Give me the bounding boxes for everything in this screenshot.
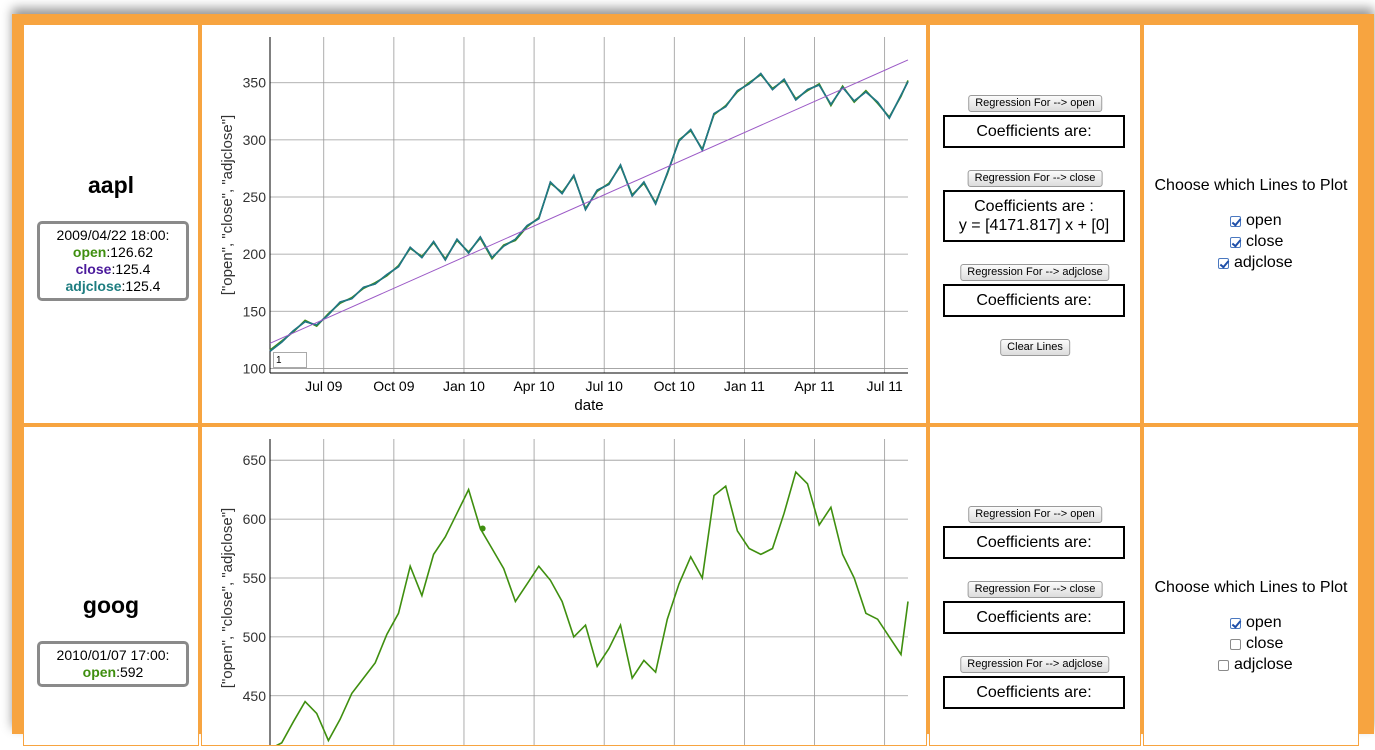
y-tick-label: 450 bbox=[243, 688, 267, 704]
checkbox-close-row[interactable]: close bbox=[1230, 233, 1283, 251]
regression-open-button[interactable]: Regression For --> open bbox=[968, 506, 1102, 523]
checkbox-open[interactable] bbox=[1230, 215, 1241, 227]
info-open-value: :592 bbox=[116, 664, 144, 680]
x-tick-label: Apr 10 bbox=[513, 378, 554, 394]
x-tick-label: Oct 10 bbox=[654, 378, 695, 394]
info-adjclose-value: :125.4 bbox=[121, 278, 161, 294]
y-tick-label: 250 bbox=[243, 189, 267, 205]
y-tick-label: 300 bbox=[243, 132, 267, 148]
choose-lines-title: Choose which Lines to Plot bbox=[1154, 579, 1348, 596]
line-select-cell-goog: Choose which Lines to Plot open close ad… bbox=[1143, 426, 1359, 746]
coefficients-close-line1: Coefficients are : bbox=[974, 198, 1094, 215]
y-tick-label: 500 bbox=[243, 629, 267, 645]
y-tick-label: 200 bbox=[243, 246, 267, 262]
regression-close-button[interactable]: Regression For --> close bbox=[967, 170, 1103, 187]
chart-range-input[interactable] bbox=[273, 352, 307, 368]
chart-cell-goog: 400450500550600650["open", "close", "adj… bbox=[201, 426, 927, 750]
ticker-cell-goog: goog 2010/01/07 17:00: open:592 bbox=[23, 426, 199, 746]
choose-lines-title: Choose which Lines to Plot bbox=[1154, 177, 1348, 194]
regression-cell-aapl: Regression For --> open Coefficients are… bbox=[929, 24, 1141, 424]
info-close-value: :125.4 bbox=[111, 261, 151, 277]
y-tick-label: 600 bbox=[243, 511, 267, 527]
checkbox-adjclose-label: adjclose bbox=[1234, 656, 1293, 673]
ticker-name: aapl bbox=[87, 172, 135, 198]
coefficients-close: Coefficients are : y = [4171.817] x + [0… bbox=[943, 190, 1125, 242]
coefficients-close-equation: y = [4171.817] x + [0] bbox=[958, 217, 1110, 234]
series-line-close bbox=[269, 72, 909, 352]
checkbox-close-label: close bbox=[1246, 635, 1284, 652]
y-tick-label: 150 bbox=[243, 303, 267, 319]
info-open-value: :126.62 bbox=[106, 244, 154, 260]
regression-close-button[interactable]: Regression For --> close bbox=[967, 581, 1103, 598]
ticker-cell-aapl: aapl 2009/04/22 18:00: open:126.62 close… bbox=[23, 24, 199, 424]
checkbox-open-label: open bbox=[1246, 614, 1282, 631]
aapl-price-chart[interactable]: 100 150 200 250 300 350 Jul 09 Oct 09 Jan 10 Apr … bbox=[202, 25, 926, 423]
x-tick-label: Oct 09 bbox=[373, 378, 414, 394]
info-open-label: open bbox=[82, 664, 117, 680]
info-adjclose-label: adjclose bbox=[65, 278, 122, 294]
regression-cell-goog: Regression For --> open Coefficients are… bbox=[929, 426, 1141, 746]
y-tick-label: 350 bbox=[243, 75, 267, 91]
checkbox-adjclose-label: adjclose bbox=[1234, 254, 1293, 271]
coefficients-close: Coefficients are: bbox=[943, 601, 1125, 634]
y-tick-label: 650 bbox=[243, 452, 267, 468]
series-line-open bbox=[269, 73, 909, 351]
coefficients-open: Coefficients are: bbox=[943, 115, 1125, 148]
x-tick-label: Jan 11 bbox=[724, 378, 765, 394]
checkbox-close-row[interactable]: close bbox=[1230, 635, 1283, 653]
checkbox-adjclose-row[interactable]: adjclose bbox=[1218, 254, 1293, 272]
checkbox-open-row[interactable]: open bbox=[1230, 212, 1282, 230]
info-close-label: close bbox=[75, 261, 112, 277]
chart-cell-aapl: 100 150 200 250 300 350 Jul 09 Oct 09 Jan 10 Apr … bbox=[201, 24, 927, 424]
checkbox-open-row[interactable]: open bbox=[1230, 614, 1282, 632]
checkbox-adjclose[interactable] bbox=[1218, 659, 1229, 671]
x-tick-label: Jul 09 bbox=[305, 378, 343, 394]
regression-open-button[interactable]: Regression For --> open bbox=[968, 95, 1102, 112]
y-tick-label: 550 bbox=[243, 570, 267, 586]
checkbox-open-label: open bbox=[1246, 212, 1282, 229]
regression-adjclose-button[interactable]: Regression For --> adjclose bbox=[960, 656, 1110, 673]
x-tick-label: Jul 10 bbox=[586, 378, 624, 394]
checkbox-close-label: close bbox=[1246, 233, 1284, 250]
checkbox-adjclose-row[interactable]: adjclose bbox=[1218, 656, 1293, 674]
checkbox-close[interactable] bbox=[1230, 638, 1241, 650]
info-date: 2010/01/07 17:00: bbox=[56, 647, 170, 663]
checkbox-open[interactable] bbox=[1230, 617, 1241, 629]
series-line-regression bbox=[269, 59, 909, 344]
goog-price-chart[interactable]: 400450500550600650["open", "close", "adj… bbox=[202, 427, 926, 750]
hover-point bbox=[479, 525, 486, 532]
series-line-open bbox=[269, 470, 909, 750]
series-line-adjclose bbox=[269, 72, 909, 352]
ticker-name: goog bbox=[82, 592, 140, 618]
x-tick-label: Jan 10 bbox=[443, 378, 485, 394]
y-tick-label: 100 bbox=[243, 360, 267, 376]
hover-info-box: 2009/04/22 18:00: open:126.62 close:125.… bbox=[37, 221, 189, 301]
y-axis-label: ["open", "close", "adjclose"] bbox=[219, 508, 236, 688]
checkbox-adjclose[interactable] bbox=[1218, 257, 1229, 269]
coefficients-open: Coefficients are: bbox=[943, 526, 1125, 559]
x-axis-label: date bbox=[574, 397, 603, 414]
x-tick-label: Apr 11 bbox=[794, 378, 834, 394]
info-open-label: open bbox=[72, 244, 107, 260]
clear-lines-button[interactable]: Clear Lines bbox=[1000, 339, 1070, 356]
regression-adjclose-button[interactable]: Regression For --> adjclose bbox=[960, 264, 1110, 281]
checkbox-close[interactable] bbox=[1230, 236, 1241, 248]
info-date: 2009/04/22 18:00: bbox=[56, 227, 170, 243]
y-axis-label: ["open", "close", "adjclose"] bbox=[219, 115, 236, 295]
coefficients-adjclose: Coefficients are: bbox=[943, 284, 1125, 317]
hover-info-box: 2010/01/07 17:00: open:592 bbox=[37, 641, 189, 687]
line-select-cell-aapl: Choose which Lines to Plot open close ad… bbox=[1143, 24, 1359, 424]
x-tick-label: Jul 11 bbox=[866, 378, 903, 394]
coefficients-adjclose: Coefficients are: bbox=[943, 676, 1125, 709]
